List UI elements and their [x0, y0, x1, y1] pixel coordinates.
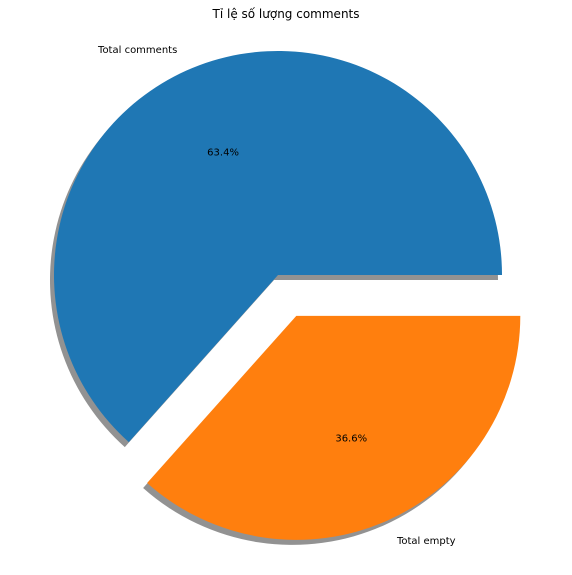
pie-slice-total-empty [147, 315, 521, 540]
pie-labels: Total comments 63.4% Total empty 36.6% [97, 45, 456, 547]
slice-label-total-empty: Total empty [396, 536, 456, 547]
pie-slices [53, 51, 521, 540]
slice-percent-total-empty: 36.6% [335, 434, 367, 445]
slice-label-total-comments: Total comments [97, 45, 177, 56]
pie-slice-total-comments [53, 51, 503, 443]
chart-title: Tỉ lệ số lượng comments [212, 7, 360, 21]
slice-percent-total-comments: 63.4% [207, 147, 239, 158]
